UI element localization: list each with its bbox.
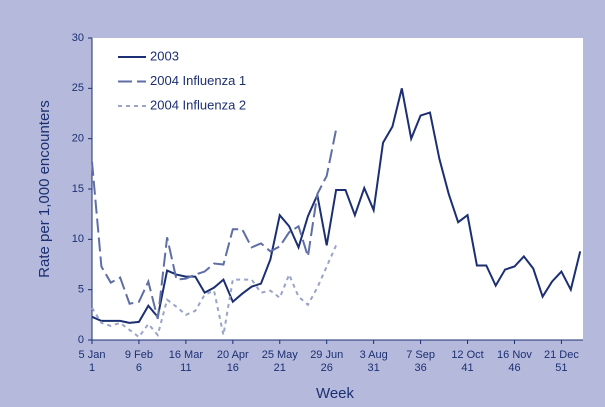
x-tick-week: 46 bbox=[508, 362, 520, 374]
x-tick-label: 29 Jun bbox=[310, 349, 343, 361]
series-line bbox=[91, 88, 582, 324]
x-tick-label: 7 Sep bbox=[406, 349, 435, 361]
x-tick-week: 51 bbox=[555, 362, 567, 374]
x-tick-week: 36 bbox=[414, 362, 426, 374]
series-line bbox=[91, 129, 338, 320]
x-tick-label: 16 Nov bbox=[497, 349, 532, 361]
y-axis-label: Rate per 1,000 encounters bbox=[36, 100, 53, 278]
x-tick-week: 26 bbox=[321, 362, 333, 374]
x-tick-label: 21 Dec bbox=[544, 349, 579, 361]
x-tick-week: 6 bbox=[136, 362, 142, 374]
y-tick-label: 25 bbox=[72, 82, 84, 94]
x-tick-label: 5 Jan bbox=[79, 349, 106, 361]
x-tick-week: 31 bbox=[368, 362, 380, 374]
legend-label: 2003 bbox=[150, 48, 179, 63]
y-tick-label: 5 bbox=[78, 284, 84, 296]
x-tick-label: 3 Aug bbox=[360, 349, 388, 361]
plot-area bbox=[92, 38, 583, 340]
y-tick-label: 15 bbox=[72, 183, 84, 195]
y-tick-label: 0 bbox=[78, 334, 84, 346]
y-tick-label: 30 bbox=[72, 32, 84, 44]
x-tick-week: 41 bbox=[461, 362, 473, 374]
x-tick-week: 16 bbox=[227, 362, 239, 374]
x-axis-label: Week bbox=[316, 385, 355, 402]
x-tick-week: 1 bbox=[89, 362, 95, 374]
x-tick-label: 9 Feb bbox=[125, 349, 153, 361]
legend-label: 2004 Influenza 2 bbox=[150, 97, 246, 112]
x-tick-label: 12 Oct bbox=[451, 349, 483, 361]
y-tick-label: 10 bbox=[72, 233, 84, 245]
x-tick-week: 21 bbox=[274, 362, 286, 374]
x-tick-week: 11 bbox=[180, 362, 191, 374]
y-tick-label: 20 bbox=[72, 133, 84, 145]
x-tick-label: 16 Mar bbox=[169, 349, 204, 361]
legend-label: 2004 Influenza 1 bbox=[150, 73, 246, 88]
x-tick-label: 25 May bbox=[262, 349, 299, 361]
x-tick-label: 20 Apr bbox=[217, 349, 249, 361]
